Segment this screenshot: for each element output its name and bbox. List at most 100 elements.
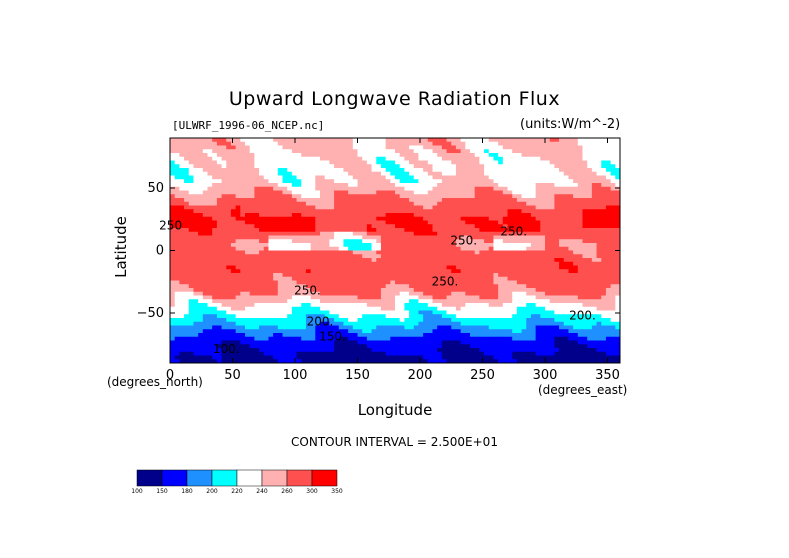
heatmap-cell — [310, 201, 316, 206]
heatmap-cell — [451, 265, 457, 270]
heatmap-cell — [334, 201, 340, 206]
heatmap-cell — [174, 310, 180, 315]
heatmap-cell — [437, 201, 443, 206]
heatmap-cell — [521, 156, 527, 161]
heatmap-cell — [610, 183, 616, 188]
heatmap-cell — [380, 258, 387, 263]
heatmap-cell — [498, 190, 504, 195]
heatmap-cell — [305, 243, 312, 248]
heatmap-cell — [170, 258, 176, 263]
heatmap-cell — [254, 186, 260, 191]
heatmap-cell — [376, 261, 382, 266]
heatmap-cell — [610, 198, 616, 203]
heatmap-cell — [591, 303, 597, 308]
heatmap-cell — [380, 318, 387, 323]
heatmap-cell — [366, 141, 372, 146]
heatmap-cell — [568, 160, 574, 165]
heatmap-cell — [399, 250, 405, 255]
heatmap-cell — [226, 321, 232, 326]
heatmap-cell — [587, 145, 593, 150]
heatmap-cell — [221, 156, 227, 161]
heatmap-cell — [610, 273, 616, 278]
heatmap-cell — [371, 261, 377, 266]
heatmap-cell — [320, 179, 326, 184]
heatmap-cell — [605, 261, 612, 266]
heatmap-cell — [540, 318, 546, 323]
heatmap-cell — [465, 205, 471, 210]
heatmap-cell — [545, 213, 551, 218]
heatmap-cell — [207, 295, 213, 300]
heatmap-cell — [207, 186, 213, 191]
heatmap-cell — [352, 190, 358, 195]
heatmap-cell — [479, 303, 485, 308]
heatmap-cell — [474, 145, 480, 150]
heatmap-cell — [563, 269, 569, 274]
heatmap-cell — [202, 213, 208, 218]
heatmap-cell — [230, 205, 237, 210]
heatmap-cell — [291, 310, 297, 315]
heatmap-cell — [591, 168, 597, 173]
heatmap-cell — [348, 179, 354, 184]
heatmap-cell — [249, 291, 255, 296]
heatmap-cell — [596, 261, 602, 266]
heatmap-cell — [235, 246, 241, 251]
heatmap-cell — [287, 325, 293, 330]
heatmap-cell — [540, 153, 546, 158]
heatmap-cell — [216, 284, 222, 289]
heatmap-cell — [465, 216, 471, 221]
heatmap-cell — [615, 284, 621, 289]
heatmap-cell — [305, 310, 312, 315]
heatmap-cell — [310, 246, 316, 251]
heatmap-cell — [601, 186, 607, 191]
heatmap-cell — [577, 273, 583, 278]
heatmap-cell — [596, 224, 602, 229]
heatmap-cell — [188, 201, 194, 206]
heatmap-cell — [535, 149, 541, 154]
heatmap-cell — [221, 149, 227, 154]
heatmap-cell — [240, 329, 246, 334]
heatmap-cell — [338, 179, 344, 184]
heatmap-cell — [455, 329, 462, 334]
heatmap-cell — [605, 318, 612, 323]
heatmap-cell — [179, 258, 185, 263]
heatmap-cell — [587, 201, 593, 206]
heatmap-cell — [591, 269, 597, 274]
heatmap-cell — [460, 246, 466, 251]
heatmap-cell — [498, 284, 504, 289]
heatmap-cell — [460, 156, 466, 161]
heatmap-cell — [460, 175, 466, 180]
heatmap-cell — [230, 141, 237, 146]
heatmap-cell — [259, 254, 265, 259]
heatmap-cell — [179, 246, 185, 251]
heatmap-cell — [329, 314, 335, 319]
heatmap-cell — [263, 261, 269, 266]
heatmap-cell — [263, 216, 269, 221]
heatmap-cell — [371, 235, 377, 240]
heatmap-cell — [587, 258, 593, 263]
heatmap-cell — [591, 179, 597, 184]
heatmap-cell — [324, 329, 330, 334]
heatmap-cell — [249, 329, 255, 334]
heatmap-cell — [371, 280, 377, 285]
heatmap-cell — [502, 186, 508, 191]
heatmap-cell — [413, 314, 419, 319]
heatmap-cell — [273, 280, 279, 285]
heatmap-cell — [366, 190, 372, 195]
heatmap-cell — [540, 183, 546, 188]
heatmap-cell — [451, 276, 457, 281]
heatmap-cell — [540, 288, 546, 293]
heatmap-cell — [395, 261, 401, 266]
heatmap-cell — [291, 318, 297, 323]
heatmap-cell — [376, 168, 382, 173]
heatmap-cell — [254, 153, 260, 158]
heatmap-cell — [549, 265, 555, 270]
heatmap-cell — [549, 273, 555, 278]
heatmap-cell — [545, 325, 551, 330]
heatmap-cell — [465, 164, 471, 169]
heatmap-cell — [301, 216, 307, 221]
heatmap-cell — [526, 209, 532, 214]
heatmap-cell — [305, 265, 312, 270]
heatmap-cell — [371, 239, 377, 244]
heatmap-cell — [573, 273, 579, 278]
heatmap-cell — [460, 329, 466, 334]
